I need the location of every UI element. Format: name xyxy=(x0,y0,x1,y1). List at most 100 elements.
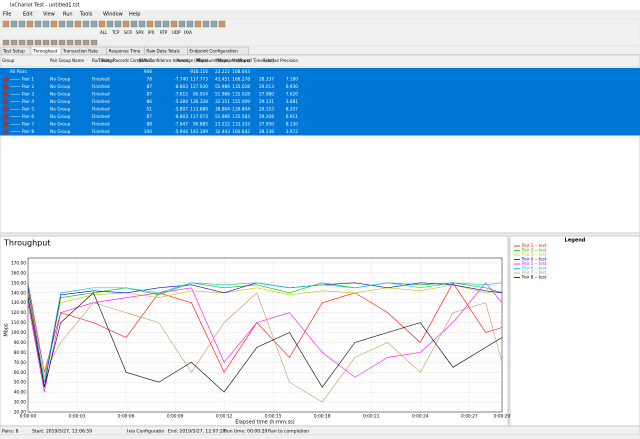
tool-icon[interactable] xyxy=(10,20,18,28)
cell: Pair 1 xyxy=(22,77,34,83)
cell: Finished xyxy=(92,122,110,128)
pair-icon[interactable] xyxy=(3,76,8,82)
tool-icon[interactable] xyxy=(106,20,114,28)
tool-icon[interactable] xyxy=(58,39,66,46)
cell: 23.222 xyxy=(215,69,230,75)
x-tick-label: 0:00:29 xyxy=(494,414,511,420)
pair-icon[interactable] xyxy=(3,114,8,120)
toolbar-button[interactable]: TCP xyxy=(111,30,120,35)
tool-icon[interactable] xyxy=(50,20,58,28)
tool-icon[interactable] xyxy=(42,39,50,46)
cell: 80.924 xyxy=(193,92,208,98)
menu-item[interactable]: File xyxy=(3,12,11,18)
tool-icon[interactable] xyxy=(186,20,194,28)
cell: -7.947 xyxy=(174,122,188,128)
column-header[interactable]: Relative Precision xyxy=(263,58,299,63)
pair-icon[interactable] xyxy=(3,121,8,127)
toolbar-button[interactable]: RTP xyxy=(160,30,168,35)
tab-label[interactable]: Test Setup xyxy=(2,49,25,54)
tool-icon[interactable] xyxy=(90,20,98,28)
column-header[interactable]: Maximum (Mbps) xyxy=(215,58,250,63)
tool-icon[interactable] xyxy=(74,39,82,46)
tool-icon[interactable] xyxy=(218,20,226,28)
tool-icon[interactable] xyxy=(18,39,26,46)
tool-icon[interactable] xyxy=(194,20,202,28)
toolbar-button[interactable]: ALL xyxy=(100,30,108,35)
column-header[interactable]: Group xyxy=(2,58,15,63)
tool-icon[interactable] xyxy=(202,20,210,28)
tool-icon[interactable] xyxy=(114,20,122,28)
cell: 51.986 xyxy=(215,84,230,90)
tool-icon[interactable] xyxy=(210,20,218,28)
toolbar-button[interactable]: UDP xyxy=(172,30,181,35)
column-header[interactable]: Pair Group Name xyxy=(50,58,85,63)
series-line xyxy=(27,292,503,403)
tool-icon[interactable] xyxy=(58,20,66,28)
tool-icon[interactable] xyxy=(42,20,50,28)
menu-item[interactable]: View xyxy=(43,12,55,18)
tab-label[interactable]: Endpoint Configuration xyxy=(189,49,238,54)
column-header[interactable]: 95% Confidence Interval xyxy=(139,58,188,63)
tool-icon[interactable] xyxy=(2,39,10,46)
tool-icon[interactable] xyxy=(2,20,10,28)
menu-item[interactable]: Tools xyxy=(79,12,93,18)
cell: 7.180 xyxy=(286,77,299,83)
tool-icon[interactable] xyxy=(26,20,34,28)
menu-item[interactable]: Edit xyxy=(23,12,33,18)
tool-icon[interactable] xyxy=(66,39,74,46)
tool-icon[interactable] xyxy=(138,20,146,28)
tool-icon[interactable] xyxy=(146,20,154,28)
cell: Finished xyxy=(92,107,110,113)
column-header[interactable]: Timing Records Completed xyxy=(97,58,152,63)
menu-item[interactable]: Help xyxy=(129,12,140,18)
tool-icon[interactable] xyxy=(82,39,90,46)
column-header[interactable]: Minimum (Mbps) xyxy=(196,58,230,63)
column-header[interactable]: Measured Time (sec) xyxy=(232,58,274,63)
tool-icon[interactable] xyxy=(34,20,42,28)
x-tick-label: 0:00:09 xyxy=(167,414,184,420)
tab-label[interactable]: Raw Data Totals xyxy=(146,49,179,54)
pair-icon[interactable] xyxy=(3,99,8,105)
tool-icon[interactable] xyxy=(154,20,162,28)
cell: No Group xyxy=(50,129,71,135)
toolbar-button[interactable]: SCR xyxy=(124,30,132,35)
toolbar-button[interactable]: IXIA xyxy=(184,30,192,35)
tab-label[interactable]: Throughput xyxy=(32,49,58,54)
menu-item[interactable]: Run xyxy=(63,12,73,18)
column-header[interactable]: Run Status xyxy=(92,58,114,63)
tab-label[interactable]: Transaction Rate xyxy=(62,49,98,54)
cell: 3.972 xyxy=(286,129,299,135)
pair-icon[interactable] xyxy=(3,84,8,90)
tool-icon[interactable] xyxy=(74,20,82,28)
tool-icon[interactable] xyxy=(98,20,106,28)
toolbar-button[interactable]: IPX xyxy=(148,30,155,35)
tool-icon[interactable] xyxy=(122,20,130,28)
cell: No Group xyxy=(50,107,71,113)
tool-icon[interactable] xyxy=(162,20,170,28)
tool-icon[interactable] xyxy=(82,20,90,28)
tool-icon[interactable] xyxy=(10,39,18,46)
tool-icon[interactable] xyxy=(130,20,138,28)
pair-icon[interactable] xyxy=(3,129,8,135)
pair-icon[interactable] xyxy=(3,106,8,112)
legend-entry: Pair 3 -- test xyxy=(522,252,547,257)
cell: Finished xyxy=(92,114,110,120)
cell: 32.151 xyxy=(215,99,230,105)
pair-icon[interactable] xyxy=(3,91,8,97)
tool-icon[interactable] xyxy=(178,20,186,28)
tool-icon[interactable] xyxy=(26,39,34,46)
tool-icon[interactable] xyxy=(50,39,58,46)
tab-label[interactable]: Response Time xyxy=(109,49,141,54)
series-line xyxy=(27,284,503,378)
toolbar-button[interactable]: SPX xyxy=(136,30,144,35)
tool-icon[interactable] xyxy=(170,20,178,28)
menu-item[interactable]: Window xyxy=(103,12,123,18)
tool-icon[interactable] xyxy=(34,39,42,46)
column-header[interactable]: Average (Mbps) xyxy=(177,58,209,63)
tool-icon[interactable] xyxy=(18,20,26,28)
x-tick-label: 0:00:06 xyxy=(118,414,135,420)
cell: 51 xyxy=(147,107,153,113)
tool-icon[interactable] xyxy=(66,20,74,28)
cell: 51.986 xyxy=(215,92,230,98)
tool-icon[interactable] xyxy=(90,39,98,46)
